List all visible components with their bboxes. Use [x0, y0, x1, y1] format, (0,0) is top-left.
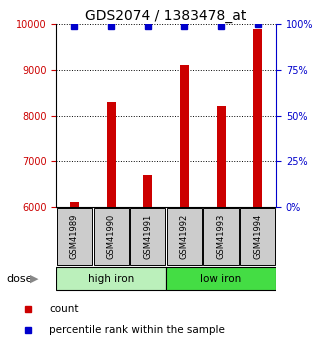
Text: GSM41989: GSM41989 [70, 214, 79, 259]
Text: GSM41992: GSM41992 [180, 214, 189, 259]
Bar [180, 65, 189, 345]
Bar [70, 203, 79, 345]
Bar [166, 267, 276, 290]
Bar [167, 208, 202, 265]
Bar [130, 208, 165, 265]
Text: GSM41991: GSM41991 [143, 214, 152, 259]
Text: count: count [49, 304, 79, 314]
Bar [216, 106, 226, 345]
Text: dose: dose [6, 274, 33, 284]
Bar [56, 267, 166, 290]
Text: GSM41994: GSM41994 [253, 214, 262, 259]
Text: percentile rank within the sample: percentile rank within the sample [49, 325, 225, 335]
Text: GSM41990: GSM41990 [107, 214, 116, 259]
Bar [240, 208, 275, 265]
Text: ▶: ▶ [30, 274, 38, 284]
Bar [143, 175, 152, 345]
Bar [204, 208, 239, 265]
Text: GSM41993: GSM41993 [217, 214, 226, 259]
Bar [107, 102, 116, 345]
Bar [57, 208, 92, 265]
Bar [93, 208, 129, 265]
Title: GDS2074 / 1383478_at: GDS2074 / 1383478_at [85, 9, 247, 23]
Text: low iron: low iron [200, 274, 242, 284]
Text: high iron: high iron [88, 274, 134, 284]
Bar [253, 29, 262, 345]
